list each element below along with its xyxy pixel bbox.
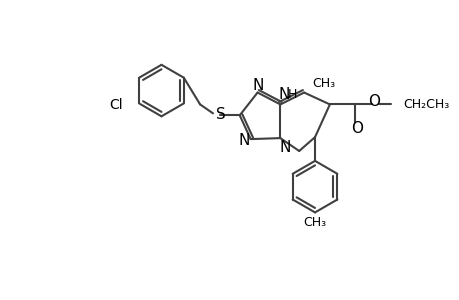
Text: N: N xyxy=(237,133,249,148)
Text: N: N xyxy=(278,87,289,102)
Text: N: N xyxy=(279,140,291,154)
Text: CH₃: CH₃ xyxy=(303,216,326,229)
Text: O: O xyxy=(368,94,380,109)
Text: H: H xyxy=(287,88,297,101)
Text: CH₂CH₃: CH₂CH₃ xyxy=(403,98,448,111)
Text: CH₃: CH₃ xyxy=(311,77,335,90)
Text: N: N xyxy=(252,78,263,93)
Text: Cl: Cl xyxy=(109,98,123,112)
Text: O: O xyxy=(350,121,362,136)
Text: S: S xyxy=(216,107,225,122)
